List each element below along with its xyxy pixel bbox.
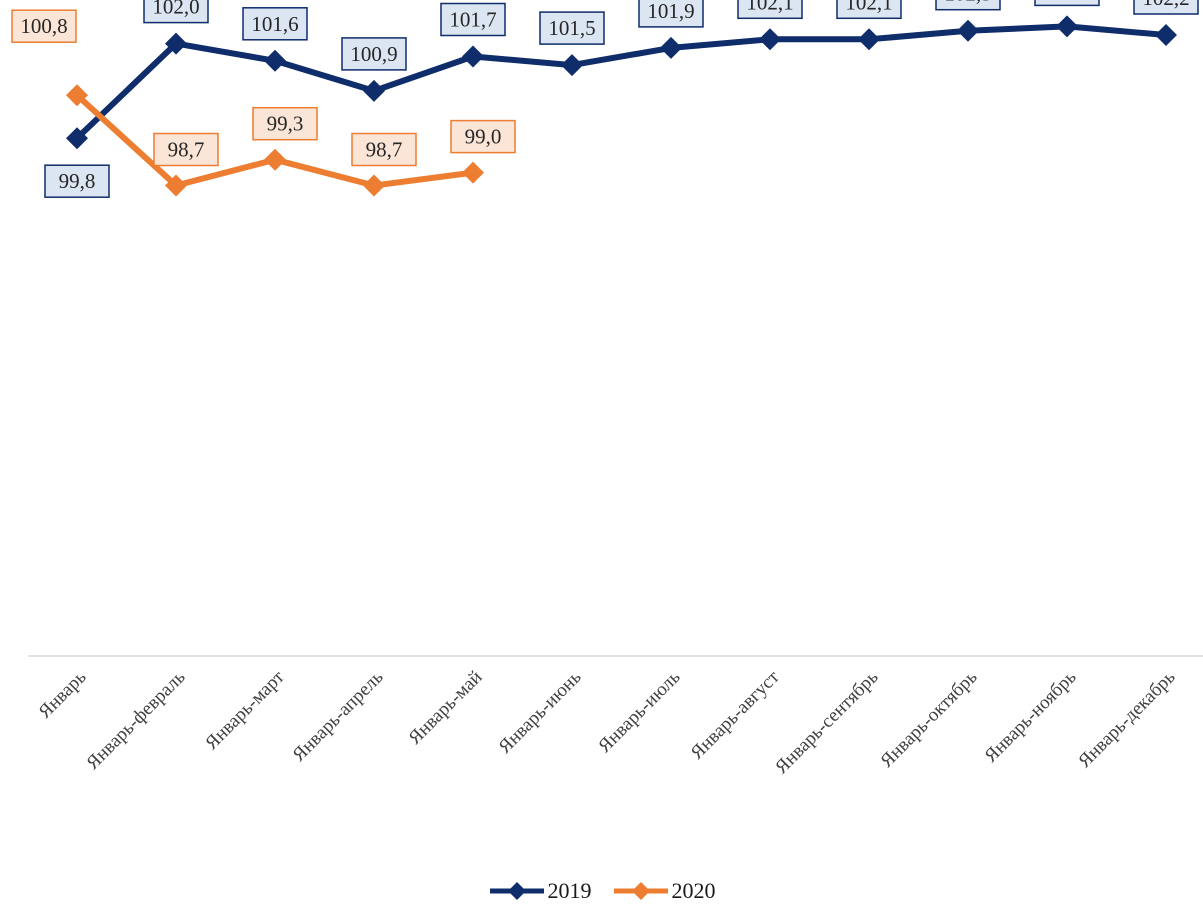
- data-label-box: [638, 0, 704, 28]
- data-label-2020-4: 98,7: [351, 132, 417, 167]
- marker-2019-5: [462, 45, 484, 68]
- legend-swatch-2019: [489, 882, 544, 900]
- data-label-box: [153, 132, 219, 167]
- data-label-text: 99,0: [465, 125, 502, 149]
- data-label-text: 102,0: [152, 0, 199, 19]
- data-label-text: 102,1: [746, 0, 793, 14]
- data-label-2019-6: 101,5: [539, 11, 605, 45]
- x-tick-label-3: Январь-март: [201, 666, 289, 754]
- data-label-box: [143, 0, 209, 24]
- x-tick-label-6: Январь-июнь: [495, 666, 586, 757]
- legend-label-2020: 2020: [671, 878, 716, 903]
- data-label-box: [440, 2, 506, 37]
- marker-2019-3: [264, 49, 286, 72]
- x-tick-label-9: Январь-сентябрь: [771, 666, 883, 778]
- data-label-2019-3: 101,6: [242, 7, 308, 41]
- marker-2019-2: [165, 32, 187, 55]
- marker-2020-3: [264, 148, 286, 171]
- data-label-text: 99,3: [267, 112, 304, 136]
- data-label-2020-3: 99,3: [252, 106, 318, 141]
- data-label-text: 100,8: [20, 14, 67, 38]
- legend-label-2019: 2019: [547, 878, 592, 903]
- data-label-2019-12: 102,2: [1133, 0, 1199, 15]
- marker-2019-11: [1056, 15, 1078, 38]
- x-tick-label-8: Январь-август: [687, 666, 784, 763]
- data-label-box: [539, 11, 605, 45]
- data-label-2019-1: 99,8: [44, 164, 110, 198]
- x-tick-label-7: Январь-июль: [594, 666, 684, 756]
- series-line-2019: [74, 23, 1167, 141]
- data-label-2020-5: 99,0: [450, 119, 516, 154]
- data-label-box: [737, 0, 803, 20]
- data-label-text: 101,5: [548, 16, 595, 40]
- marker-2019-8: [759, 28, 781, 51]
- data-label-box: [935, 0, 1001, 11]
- x-tick-label-12: Январь-декабрь: [1074, 666, 1179, 771]
- data-label-text: 101,6: [251, 12, 298, 36]
- data-label-box: [351, 132, 417, 167]
- data-label-text: 101,9: [647, 0, 694, 23]
- data-label-box: [11, 9, 77, 43]
- x-tick-label-4: Январь-апрель: [289, 666, 388, 765]
- data-label-text: 102,3: [944, 0, 991, 6]
- legend-swatch-2020: [613, 882, 668, 900]
- data-label-text: 102,4: [1043, 0, 1091, 1]
- marker-2019-12: [1155, 24, 1177, 46]
- data-label-text: 98,7: [366, 138, 403, 162]
- data-label-box: [44, 164, 110, 198]
- data-label-2019-7: 101,9: [638, 0, 704, 28]
- marker-2020-1: [66, 84, 88, 107]
- legend-item-2019: 2019: [488, 878, 592, 904]
- data-label-2019-2: 102,0: [143, 0, 209, 24]
- data-label-2019-10: 102,3: [935, 0, 1001, 11]
- data-label-box: [1133, 0, 1199, 15]
- x-tick-label-11: Январь-ноябрь: [981, 666, 1081, 766]
- data-label-text: 98,7: [168, 138, 205, 162]
- data-label-text: 102,1: [845, 0, 892, 14]
- data-label-2020-2: 98,7: [153, 132, 219, 167]
- x-tick-label-1: Январь: [35, 666, 91, 722]
- marker-2020-2: [165, 174, 187, 197]
- marker-2019-7: [660, 36, 682, 59]
- marker-2019-1: [66, 127, 88, 150]
- data-label-text: 99,8: [59, 169, 96, 193]
- legend-item-2020: 2020: [612, 878, 716, 904]
- marker-2020-5: [462, 161, 484, 184]
- data-label-2020-1: 100,8: [11, 9, 77, 43]
- data-label-box: [450, 119, 516, 154]
- data-label-text: 100,9: [350, 42, 397, 66]
- data-label-box: [252, 106, 318, 141]
- x-tick-label-2: Январь-февраль: [82, 666, 189, 773]
- data-label-2019-8: 102,1: [737, 0, 803, 20]
- data-label-text: 101,7: [449, 8, 496, 32]
- marker-2019-9: [858, 28, 880, 51]
- marker-2019-4: [363, 79, 385, 102]
- data-label-box: [242, 7, 308, 41]
- data-label-2019-4: 100,9: [341, 37, 407, 71]
- data-label-2019-11: 102,4: [1034, 0, 1100, 7]
- data-label-layer: 99,8 102,0 101,6 100,9 101,7 101,5 101,9 102,1 1…: [11, 0, 1199, 198]
- data-label-box: [341, 37, 407, 71]
- x-tick-label-10: Январь-октябрь: [876, 666, 981, 771]
- marker-2019-6: [561, 54, 583, 77]
- data-label-box: [1034, 0, 1100, 7]
- x-tick-label-5: Январь-май: [405, 667, 487, 749]
- legend: 2019 2020: [0, 876, 1203, 906]
- data-label-box: [836, 0, 902, 20]
- data-label-text: 102,2: [1142, 0, 1189, 10]
- data-label-2019-5: 101,7: [440, 2, 506, 37]
- marker-2019-10: [957, 19, 979, 42]
- series-layer: [66, 15, 1177, 197]
- marker-2020-4: [363, 174, 385, 197]
- data-label-2019-9: 102,1: [836, 0, 902, 20]
